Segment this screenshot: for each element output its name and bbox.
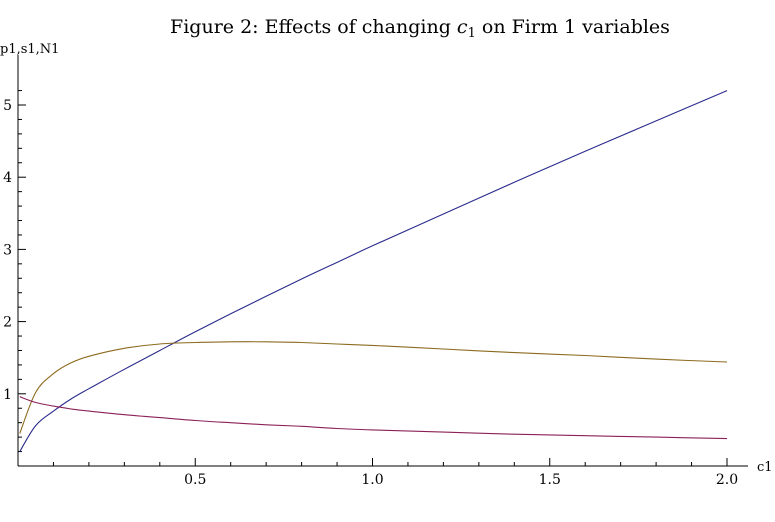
series-line-1	[19, 90, 728, 452]
series-line-2	[19, 341, 728, 434]
y-tick-label: 2	[3, 315, 12, 331]
x-tick-label: 1.0	[361, 472, 383, 488]
y-axis-label: p1,s1,N1	[0, 42, 59, 57]
x-axis-label: c1	[757, 460, 773, 475]
y-tick-label: 4	[3, 170, 12, 186]
series-lines	[19, 90, 728, 452]
x-tick-label: 1.5	[539, 472, 561, 488]
x-tick-label: 2.0	[716, 472, 738, 488]
y-tick-label: 1	[3, 387, 12, 403]
y-tick-label: 3	[3, 242, 12, 258]
y-ticks: 1 2 3 4 5	[3, 90, 26, 453]
x-tick-label: 0.5	[184, 472, 206, 488]
x-ticks: 0.5 1.0 1.5 2.0	[52, 458, 738, 488]
series-line-3	[19, 396, 728, 440]
chart-title: Figure 2: Effects of changing c1 on Firm…	[170, 16, 670, 41]
y-tick-label: 5	[3, 98, 12, 114]
